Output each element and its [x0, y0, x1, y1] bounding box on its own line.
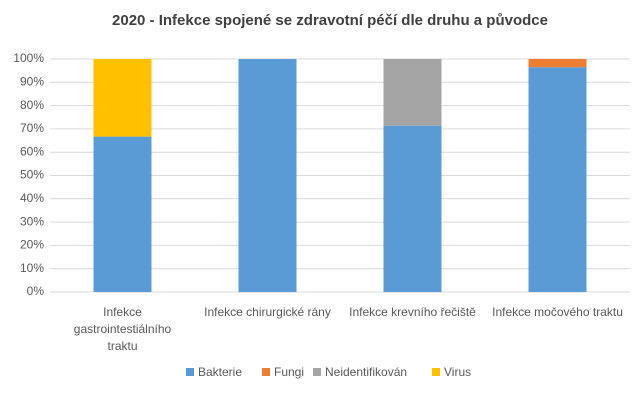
bar-segment: [93, 59, 152, 137]
y-tick-label: 0%: [27, 284, 45, 298]
bar-segment: [238, 59, 297, 292]
bar-segment: [528, 59, 587, 68]
chart-title: 2020 - Infekce spojené se zdravotní péčí…: [112, 12, 548, 29]
y-tick-label: 80%: [20, 98, 44, 112]
y-tick-label: 10%: [20, 261, 44, 275]
legend-swatch: [432, 368, 440, 376]
bar-segment: [383, 125, 442, 292]
y-tick-label: 60%: [20, 144, 44, 158]
legend-label: Neidentifikován: [325, 365, 407, 379]
x-tick-label: Infekce močového traktu: [492, 305, 623, 319]
y-tick-label: 40%: [20, 191, 44, 205]
x-tick-label: Infekce krevního řečiště: [349, 305, 476, 319]
x-tick-label: Infekce gastrointestiálního traktu: [73, 305, 172, 353]
legend-label: Fungi: [274, 365, 304, 379]
bar-segment: [93, 136, 152, 292]
legend-swatch: [313, 368, 321, 376]
y-tick-label: 20%: [20, 238, 44, 252]
legend-label: Bakterie: [198, 365, 242, 379]
y-tick-label: 50%: [20, 168, 44, 182]
y-tick-label: 70%: [20, 121, 44, 135]
x-tick-label: Infekce chirurgické rány: [204, 305, 331, 319]
legend-swatch: [262, 368, 270, 376]
y-tick-label: 90%: [20, 74, 44, 88]
bar-segment: [528, 67, 587, 292]
legend-swatch: [186, 368, 194, 376]
y-tick-label: 30%: [20, 214, 44, 228]
bar-segment: [383, 59, 442, 126]
y-tick-label: 100%: [13, 51, 44, 65]
legend-label: Virus: [444, 365, 471, 379]
